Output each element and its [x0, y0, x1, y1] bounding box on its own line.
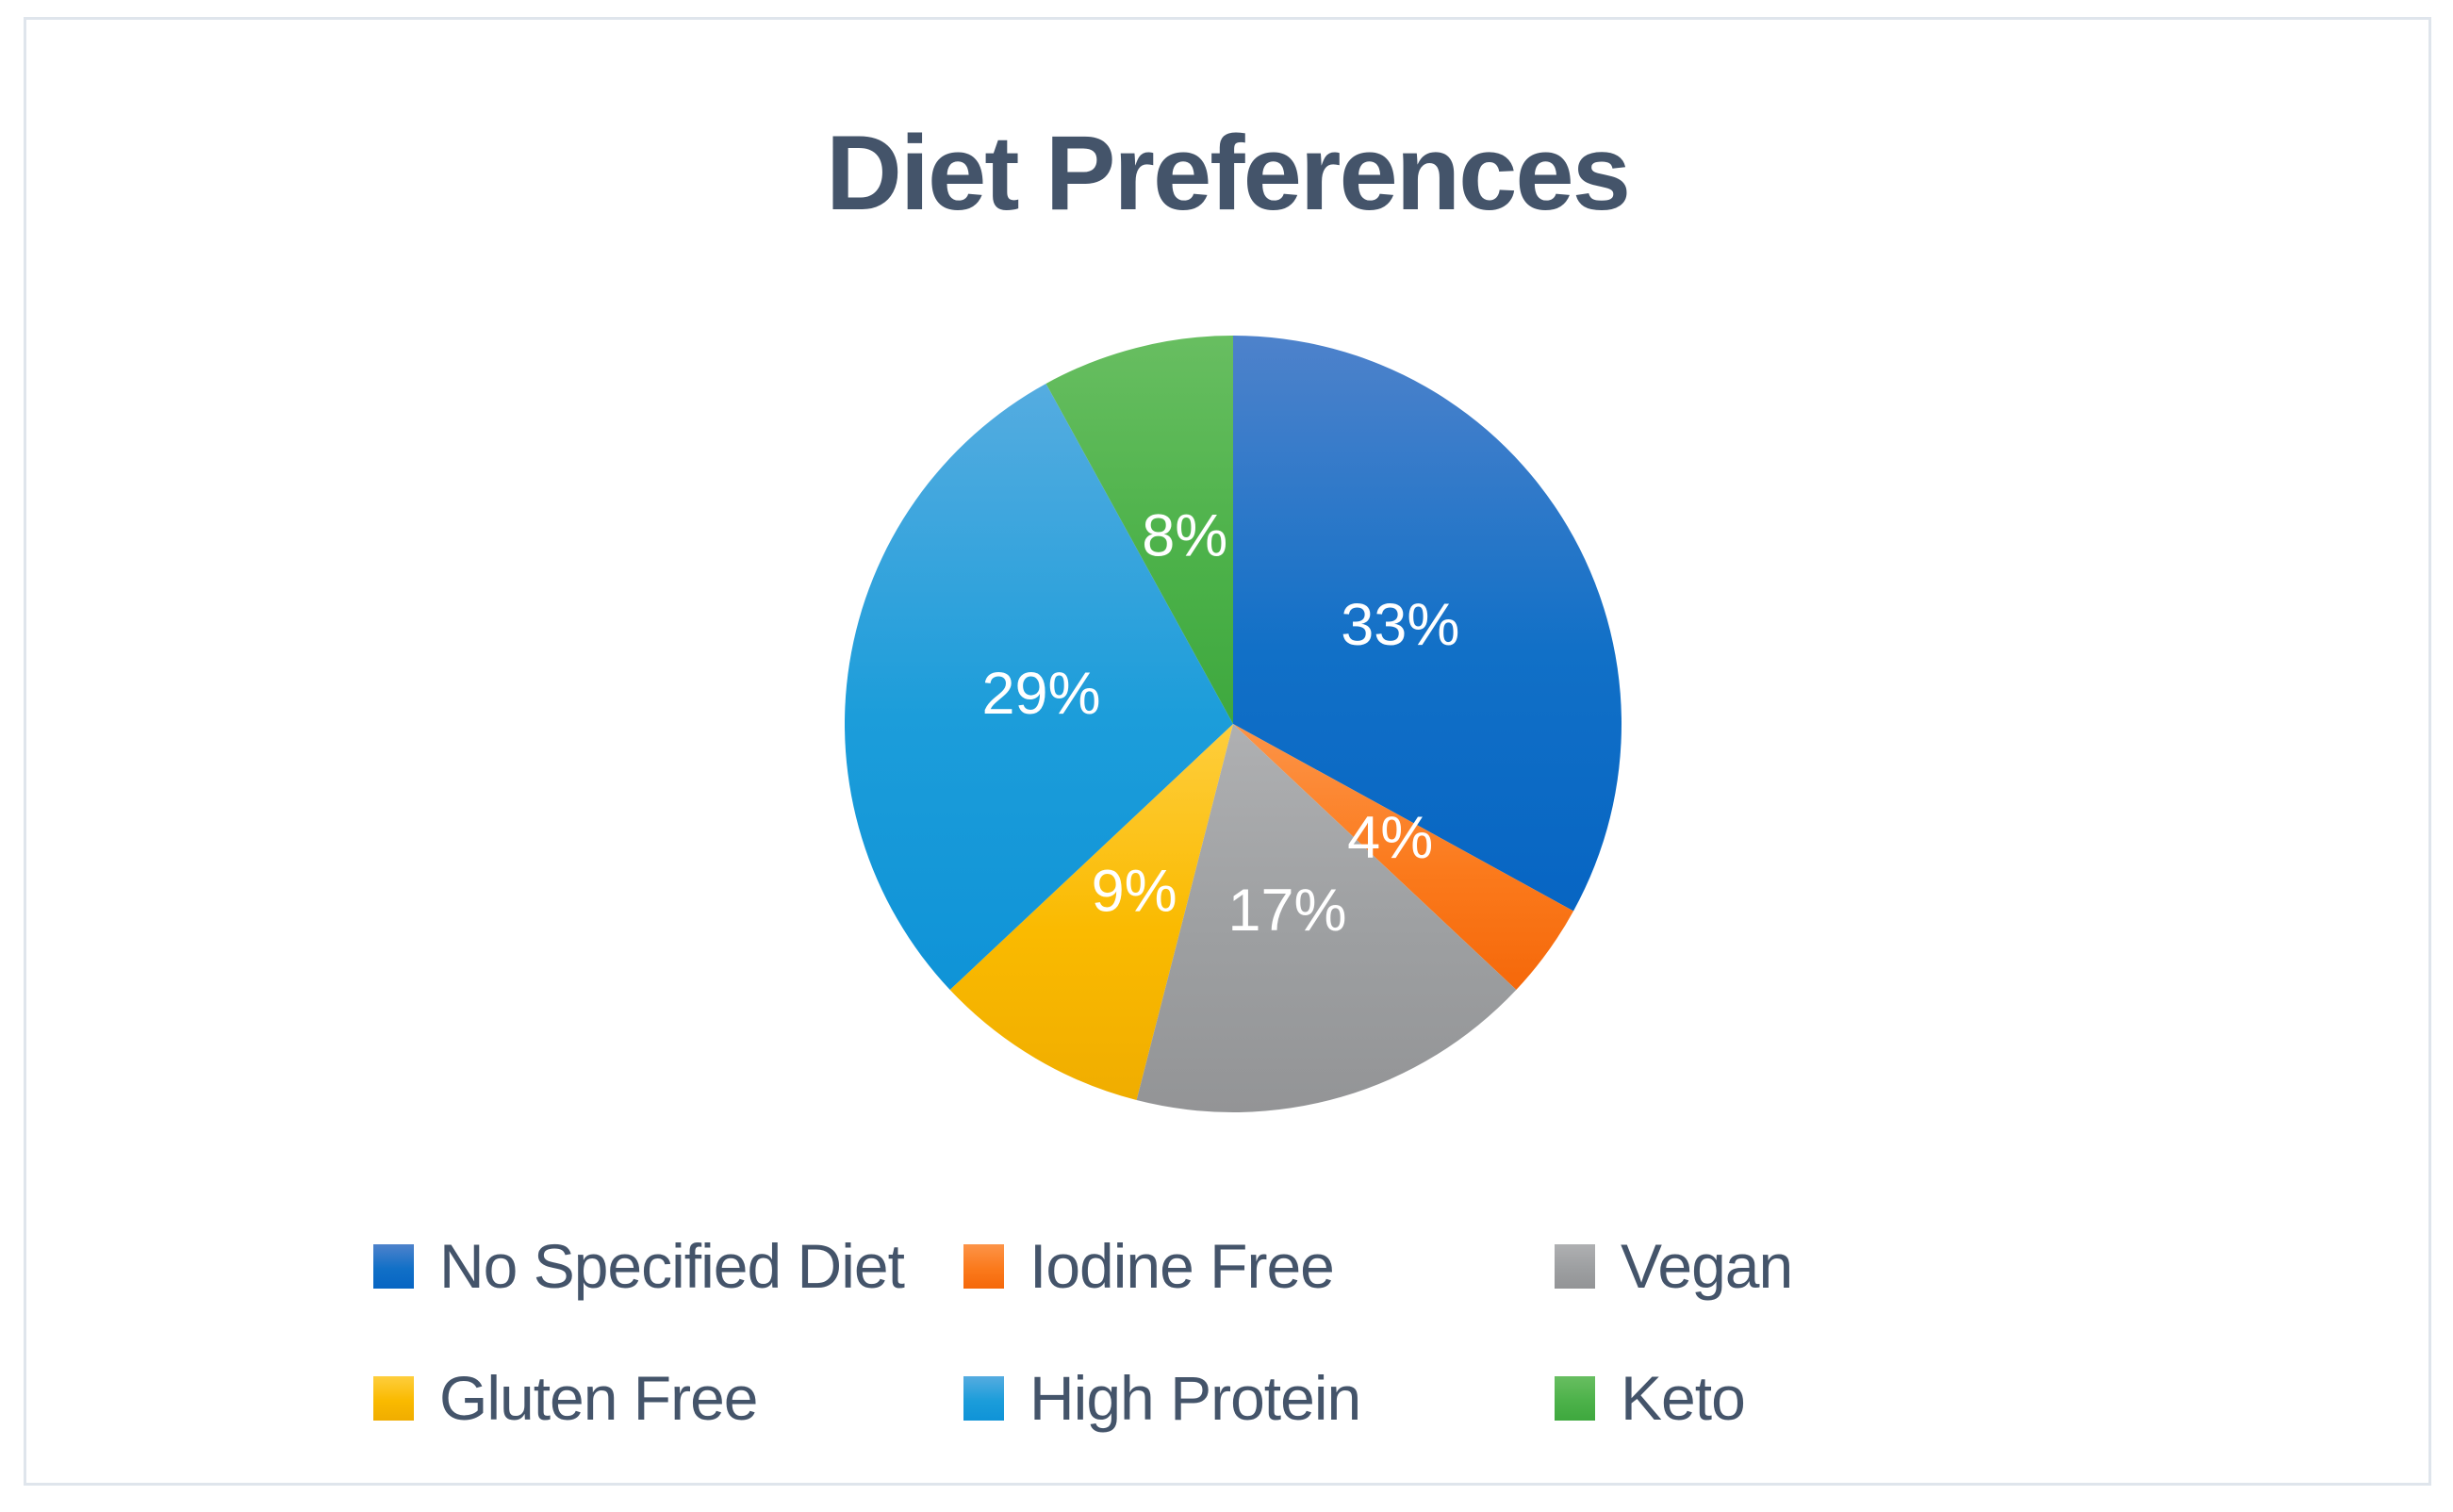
legend-swatch-yellow — [373, 1375, 414, 1421]
pie-slice-high-protein — [844, 383, 1233, 991]
slice-label-keto: 8% — [1142, 503, 1227, 569]
legend-item-vegan: Vegan — [1555, 1228, 1793, 1304]
pie-slice-no-specified-diet — [1233, 336, 1622, 912]
legend-label: High Protein — [1029, 1363, 1361, 1433]
slice-label-gluten-free: 9% — [1092, 858, 1177, 924]
legend-swatch-green — [1555, 1375, 1595, 1421]
chart-card: Diet Preferences 33% 4% 17% 9% 29% 8% No Spec… — [24, 17, 2431, 1486]
slice-label-high-protein: 29% — [981, 661, 1100, 727]
legend-item-keto: Keto — [1555, 1360, 1792, 1436]
legend-swatch-light-blue — [963, 1375, 1004, 1421]
legend-swatch-gray — [1555, 1243, 1595, 1289]
legend-label: Gluten Free — [439, 1363, 758, 1433]
slice-label-iodine-free: 4% — [1347, 805, 1433, 871]
pie-slice-keto — [1045, 336, 1233, 724]
legend-label: No Specified Diet — [439, 1231, 905, 1301]
legend-label: Iodine Free — [1029, 1231, 1335, 1301]
slice-label-vegan: 17% — [1227, 878, 1346, 944]
pie-svg: 33% 4%17% 9% 29% 8% — [844, 336, 1622, 1113]
legend: No Specified Diet Iodine Free Vegan Gluten … — [373, 1228, 1793, 1436]
legend-item-iodine-free: Iodine Free — [963, 1228, 1555, 1304]
chart-title: Diet Preferences — [825, 114, 1631, 232]
pie-slice-vegan — [1136, 724, 1517, 1113]
legend-swatch-orange — [963, 1243, 1004, 1289]
slice-label-no-specified-diet: 33% — [1341, 592, 1459, 658]
pie-slice-iodine-free — [1233, 724, 1574, 991]
legend-item-high-protein: High Protein — [963, 1360, 1555, 1436]
legend-swatch-blue — [373, 1243, 414, 1289]
legend-label: Vegan — [1621, 1231, 1793, 1301]
pie-slice-gluten-free — [949, 724, 1233, 1101]
legend-item-gluten-free: Gluten Free — [373, 1360, 963, 1436]
pie-chart: 33% 4% 17% 9% 29% 8% — [844, 335, 1622, 1113]
legend-label: Keto — [1621, 1363, 1746, 1433]
legend-item-no-specified-diet: No Specified Diet — [373, 1228, 963, 1304]
